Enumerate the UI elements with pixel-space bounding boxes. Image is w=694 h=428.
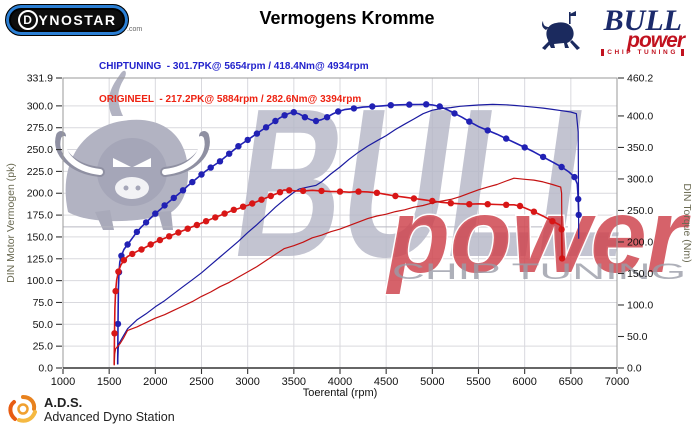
- svg-text:5500: 5500: [466, 376, 490, 388]
- bullpower-name: BULL: [603, 4, 682, 37]
- svg-text:350.0: 350.0: [627, 142, 653, 154]
- svg-text:100.0: 100.0: [27, 275, 53, 287]
- svg-text:331.9: 331.9: [27, 73, 53, 85]
- chart-legend: CHIPTUNING - 301.7PK@ 5654rpm / 418.4Nm@…: [99, 39, 369, 127]
- bull-icon: [542, 11, 580, 50]
- svg-text:1500: 1500: [97, 376, 121, 388]
- svg-text:2000: 2000: [143, 376, 167, 388]
- ads-station-label: A.D.S. Advanced Dyno Station: [44, 395, 175, 424]
- svg-text:5000: 5000: [420, 376, 444, 388]
- ads-swirl-icon: [8, 395, 37, 423]
- svg-text:1000: 1000: [51, 376, 75, 388]
- svg-text:6000: 6000: [512, 376, 536, 388]
- svg-text:275.0: 275.0: [27, 122, 53, 134]
- svg-text:50.0: 50.0: [33, 319, 54, 331]
- svg-text:50.0: 50.0: [627, 331, 648, 343]
- svg-text:250.0: 250.0: [27, 144, 53, 156]
- svg-text:3000: 3000: [235, 376, 259, 388]
- svg-text:7000: 7000: [605, 376, 629, 388]
- svg-text:300.0: 300.0: [27, 100, 53, 112]
- svg-text:175.0: 175.0: [27, 210, 53, 222]
- legend-line-origineel: ORIGINEEL - 217.2PK@ 5884rpm / 282.6Nm@ …: [99, 94, 362, 105]
- svg-text:125.0: 125.0: [27, 253, 53, 265]
- svg-text:0.0: 0.0: [38, 363, 53, 375]
- axis-tick-labels: 0.0 25.0 50.0 75.0 100.0 125.0 150.0 175.0 200.0…: [27, 73, 654, 389]
- page-title: Vermogens Kromme: [259, 8, 435, 28]
- svg-text:300.0: 300.0: [627, 173, 653, 185]
- axis-ticks: [56, 77, 624, 374]
- svg-text:0.0: 0.0: [627, 363, 642, 375]
- svg-text:4000: 4000: [328, 376, 352, 388]
- ads-abbr: A.D.S.: [44, 395, 83, 410]
- svg-text:4500: 4500: [374, 376, 398, 388]
- dynostar-logo: D YNOSTAR: [5, 4, 129, 36]
- svg-text:225.0: 225.0: [27, 166, 53, 178]
- svg-text:3500: 3500: [282, 376, 306, 388]
- series-chiptuning-torque: [114, 101, 582, 365]
- svg-text:150.0: 150.0: [627, 268, 653, 280]
- bull-text-watermark: BULL: [222, 65, 647, 302]
- bullpower-chiptuning-text: CHIP TUNING: [601, 49, 684, 56]
- dynostar-logo-text: YNOSTAR: [38, 12, 117, 28]
- svg-text:400.0: 400.0: [627, 110, 653, 122]
- bullpower-logo: BULL power CHIP TUNING: [540, 2, 690, 60]
- dynostar-suffix: .com: [127, 26, 143, 33]
- y-right-axis-title: DIN Torque (Nm): [681, 183, 693, 262]
- svg-text:2500: 2500: [189, 376, 213, 388]
- dynostar-d-icon: D: [17, 10, 38, 30]
- svg-text:250.0: 250.0: [627, 205, 653, 217]
- legend-line-chiptuning: CHIPTUNING - 301.7PK@ 5654rpm / 418.4Nm@…: [99, 61, 369, 72]
- series-origineel-power: [113, 177, 563, 366]
- svg-text:200.0: 200.0: [27, 188, 53, 200]
- series-chiptuning-power: [117, 103, 580, 365]
- bullpower-power-text: power: [627, 29, 685, 52]
- svg-text:25.0: 25.0: [33, 341, 54, 353]
- svg-text:460.2: 460.2: [627, 73, 653, 85]
- svg-text:100.0: 100.0: [627, 299, 653, 311]
- svg-text:75.0: 75.0: [33, 297, 54, 309]
- chiptuning-text-watermark: CHIP TUNING: [392, 259, 686, 284]
- svg-text:200.0: 200.0: [627, 236, 653, 248]
- power-text-watermark: power: [385, 177, 691, 295]
- bull-watermark: [55, 70, 568, 230]
- y-left-axis-title: DIN Motor Vermogen (pk): [5, 163, 17, 283]
- ads-name: Advanced Dyno Station: [44, 410, 175, 424]
- svg-text:6500: 6500: [559, 376, 583, 388]
- x-axis-title: Toerental (rpm): [303, 387, 378, 399]
- svg-text:150.0: 150.0: [27, 231, 53, 243]
